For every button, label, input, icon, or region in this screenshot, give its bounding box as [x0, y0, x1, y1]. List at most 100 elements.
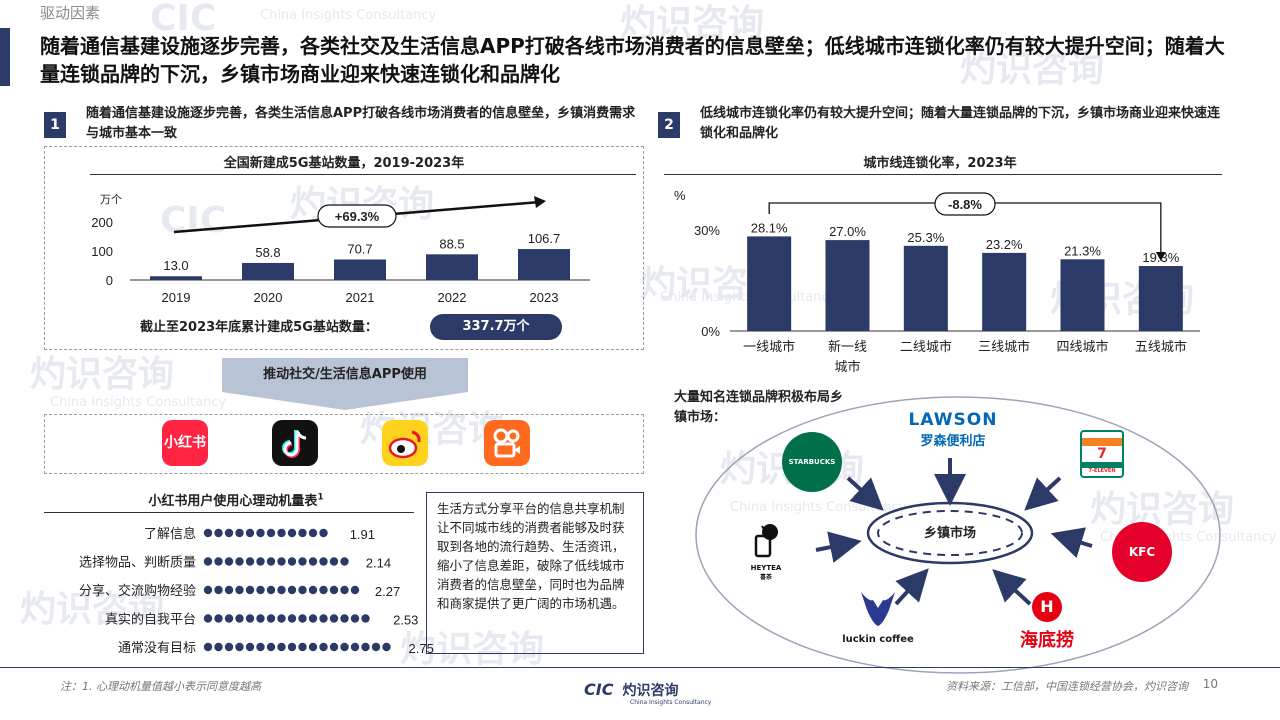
5g-chart-title: 全国新建成5G基站数量，2019-2023年	[223, 156, 465, 171]
survey-dot	[277, 585, 286, 595]
footer-logo-en: China Insights Consultancy	[630, 699, 712, 706]
survey-dot	[235, 642, 244, 652]
survey-dot	[308, 585, 318, 595]
survey-dot	[287, 557, 297, 566]
survey-dot	[340, 557, 349, 566]
survey-dot	[319, 642, 328, 652]
change-pill	[934, 192, 996, 216]
apps-box	[44, 414, 644, 474]
change-bracket	[768, 202, 1162, 256]
5g-total-label: 截止至2023年底累计建成5G基站数量：	[140, 320, 378, 335]
5g-chart-box	[44, 146, 644, 350]
footnote: 注：1. 心理动机量值越小表示同意度越高	[60, 680, 261, 693]
survey-dot	[277, 614, 286, 623]
watermark: China Insights Consultancy	[50, 395, 227, 410]
data-label: 1.91	[350, 527, 375, 542]
x-tick-label: 一线城市	[743, 339, 795, 355]
survey-dot	[308, 557, 318, 566]
survey-dot	[361, 614, 370, 623]
survey-dot	[266, 528, 276, 538]
survey-dot	[340, 642, 349, 652]
left-intro: 随着通信基建设施逐步完善，各类生活信息APP打破各线市场消费者的信息壁垒，乡镇消…	[86, 106, 636, 141]
survey-dot	[266, 642, 276, 652]
data-label: 2.27	[375, 584, 400, 599]
data-label: 2.14	[366, 556, 391, 571]
survey-dot	[298, 585, 307, 595]
survey-dot	[371, 642, 381, 652]
right-intro: 低线城市连锁化率仍有较大提升空间；随着大量连锁品牌的下沉，乡镇市场商业迎来快速连…	[700, 106, 1221, 141]
x-tick-label: 五线城市	[1135, 339, 1187, 355]
kuaishou-icon	[484, 420, 530, 466]
survey-dot	[256, 585, 265, 595]
survey-dot	[245, 642, 255, 652]
starbucks-logo: STARBUCKS COFFEE	[782, 432, 842, 526]
survey-dot	[245, 557, 255, 566]
survey-dot	[298, 642, 307, 652]
data-label: 19.3%	[1142, 250, 1179, 265]
center-market-label: 乡镇市场	[923, 526, 976, 541]
survey-note: 生活方式分享平台的信息共享机制让不同城市线的消费者能够及时获取到各地的流行趋势、…	[426, 492, 644, 654]
5g-chart-rule	[90, 174, 636, 175]
survey-dot	[287, 642, 297, 652]
survey-dot	[308, 528, 318, 538]
survey-title: 小红书用户使用心理动机量表1	[148, 492, 324, 509]
change-label: -8.8%	[948, 197, 982, 212]
watermark: 灼识咨询	[20, 589, 165, 630]
survey-dot	[266, 557, 276, 566]
x-tick-label: 三线城市	[978, 339, 1030, 355]
survey-dot	[266, 585, 276, 595]
survey-dot	[214, 614, 223, 623]
survey-dot	[224, 642, 234, 652]
survey-dot	[277, 557, 286, 566]
x-tick-label: 新一线	[828, 339, 867, 355]
bar	[982, 252, 1027, 331]
watermark: 灼识咨询	[1050, 279, 1195, 320]
seven-eleven-logo: 7 7-ELEVEN	[1080, 430, 1124, 478]
chain-chart-rule	[664, 174, 1222, 175]
watermark: China Insights Consultancy	[260, 8, 437, 23]
survey-dot	[319, 557, 328, 566]
lawson-logo: LAWSON	[908, 410, 998, 430]
section-badge-1: 1	[44, 112, 66, 138]
survey-row-label: 分享、交流购物经验	[79, 583, 196, 599]
survey-dot	[224, 528, 234, 538]
y-unit-label: %	[674, 188, 686, 203]
weibo-icon	[382, 420, 428, 466]
xiaohongshu-icon: 小红书	[162, 420, 208, 466]
survey-dot	[256, 614, 265, 623]
survey-dot	[361, 642, 370, 652]
survey-dot	[245, 528, 255, 538]
survey-row-label: 了解信息	[144, 526, 196, 542]
survey-dot	[256, 528, 265, 538]
survey-dot	[350, 585, 360, 595]
lawson-cn-logo: 罗森便利店	[920, 434, 986, 449]
survey-dot	[224, 557, 234, 566]
survey-dot	[214, 528, 223, 538]
survey-dot	[224, 614, 234, 623]
x-tick-label: 二线城市	[900, 339, 952, 355]
bar	[825, 240, 870, 331]
survey-dot	[203, 557, 213, 566]
bar	[903, 245, 948, 331]
survey-dot	[350, 642, 360, 652]
survey-dot	[245, 585, 255, 595]
survey-dot	[203, 614, 213, 623]
push-arrow-label: 推动社交/生活信息APP使用	[263, 367, 427, 382]
footer-logo-cn: 灼识咨询	[622, 683, 679, 699]
change-arrowhead	[1155, 252, 1166, 261]
y-tick-label: 0%	[701, 324, 720, 339]
y-tick-label: 30%	[694, 223, 720, 238]
bar	[1060, 259, 1105, 331]
survey-dot	[319, 528, 328, 538]
survey-dot	[319, 614, 328, 623]
data-label: 21.3%	[1064, 243, 1101, 258]
watermark: 灼识咨询	[1090, 489, 1235, 530]
footer-logo: CIC 灼识咨询 China Insights Consultancy	[584, 680, 714, 710]
survey-dot	[329, 585, 339, 595]
survey-rule	[44, 512, 414, 513]
page-number: 10	[1202, 677, 1218, 691]
footer-rule	[0, 667, 1280, 668]
luckin-logo: luckin coffee	[836, 586, 920, 656]
survey-dot	[245, 614, 255, 623]
survey-dot	[382, 642, 391, 652]
